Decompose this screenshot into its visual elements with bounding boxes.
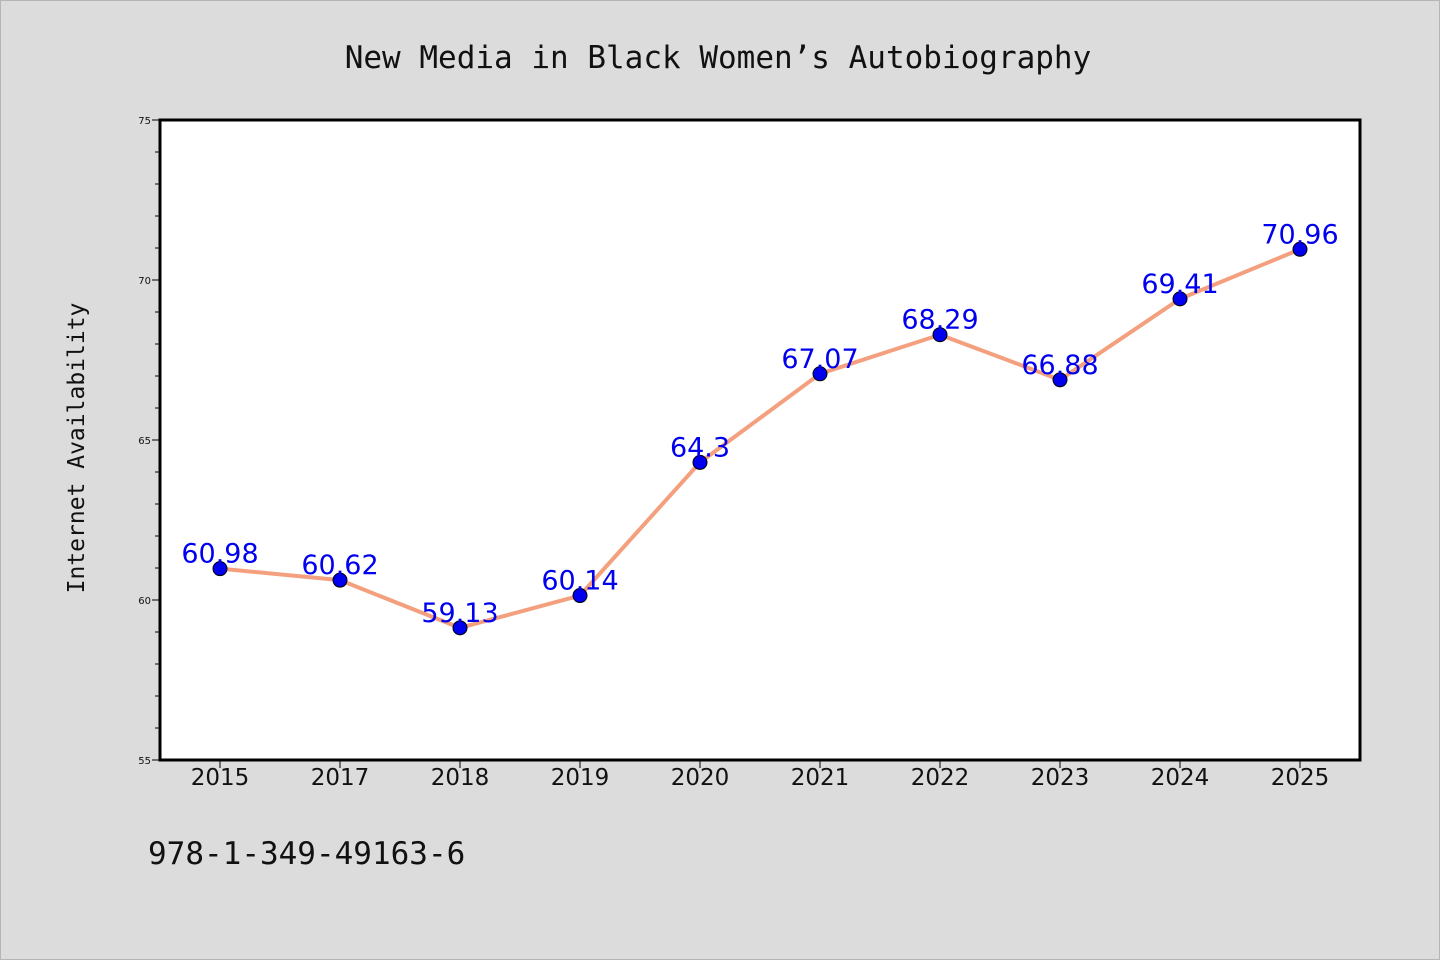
y-tick-label: 60 bbox=[138, 596, 151, 607]
y-tick-label: 65 bbox=[138, 436, 151, 447]
series-line-group bbox=[219, 247, 1301, 630]
data-point bbox=[1292, 241, 1308, 257]
plot-frame bbox=[158, 118, 1362, 762]
x-tick-label: 2023 bbox=[1031, 765, 1090, 791]
x-tick-label: 2022 bbox=[911, 765, 970, 791]
x-tick-label: 2015 bbox=[191, 765, 250, 791]
data-point bbox=[932, 327, 948, 343]
data-label: 68.29 bbox=[901, 305, 978, 336]
series-line bbox=[219, 247, 1301, 630]
data-point bbox=[332, 572, 348, 588]
data-label: 67.07 bbox=[781, 344, 858, 375]
data-point bbox=[212, 561, 228, 577]
y-tick-label: 75 bbox=[138, 116, 151, 127]
data-label: 60.14 bbox=[541, 566, 618, 597]
x-tick-label: 2025 bbox=[1271, 765, 1330, 791]
y-tick-label: 70 bbox=[138, 276, 151, 287]
chart-title: New Media in Black Women’s Autobiography bbox=[345, 40, 1092, 76]
data-label: 59.13 bbox=[421, 598, 498, 629]
x-tick-label: 2024 bbox=[1151, 765, 1210, 791]
data-point bbox=[452, 620, 468, 636]
y-axis: 55 60 65 70 75 bbox=[138, 116, 160, 767]
isbn-footer: 978-1-349-49163-6 bbox=[148, 836, 465, 872]
x-axis: 2015 2017 2018 2019 2020 2021 2022 2023 2024 2025 bbox=[191, 760, 1330, 791]
x-tick-label: 2020 bbox=[671, 765, 730, 791]
data-point bbox=[812, 366, 828, 382]
data-point bbox=[692, 454, 708, 470]
plot-area bbox=[160, 120, 1360, 760]
data-label: 70.96 bbox=[1261, 219, 1338, 250]
data-label: 60.98 bbox=[181, 539, 258, 570]
data-point bbox=[1172, 291, 1188, 307]
data-labels-group: 60.98 60.62 59.13 60.14 64.3 67.07 68.29 66.88 6… bbox=[181, 219, 1338, 629]
data-label: 66.88 bbox=[1021, 350, 1098, 381]
x-tick-label: 2019 bbox=[551, 765, 610, 791]
data-label: 69.41 bbox=[1141, 269, 1218, 300]
x-tick-label: 2017 bbox=[311, 765, 370, 791]
x-tick-label: 2018 bbox=[431, 765, 490, 791]
y-axis-label: Internet Availability bbox=[64, 303, 90, 594]
data-label: 64.3 bbox=[670, 432, 730, 463]
x-tick-label: 2021 bbox=[791, 765, 850, 791]
data-point bbox=[1052, 372, 1068, 388]
y-tick-label: 55 bbox=[138, 756, 151, 767]
markers-group bbox=[212, 241, 1308, 636]
data-point bbox=[572, 588, 588, 604]
data-label: 60.62 bbox=[301, 550, 378, 581]
